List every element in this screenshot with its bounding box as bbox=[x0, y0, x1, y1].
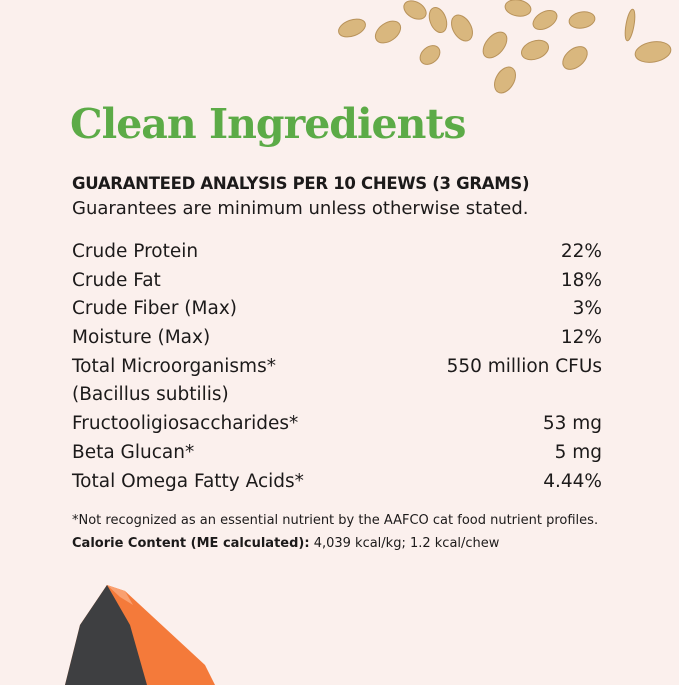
row-value: 5 mg bbox=[554, 441, 602, 463]
row-label: Total Microorganisms* bbox=[72, 355, 276, 377]
row-label: Moisture (Max) bbox=[72, 327, 211, 349]
row-label: Beta Glucan* bbox=[72, 441, 195, 463]
row-value: 18% bbox=[560, 269, 602, 291]
salmon-image bbox=[65, 585, 215, 685]
calorie-value: 4,039 kcal/kg; 1.2 kcal/chew bbox=[309, 536, 500, 551]
table-row: Total Omega Fatty Acids* 4.44% bbox=[72, 468, 602, 497]
table-row: Fructooligiosaccharides* 53 mg bbox=[72, 410, 602, 439]
analysis-table: Crude Protein 22% Crude Fat 18% Crude Fibe… bbox=[72, 238, 602, 496]
row-value: 22% bbox=[560, 241, 602, 262]
row-label: Crude Fat bbox=[72, 269, 161, 291]
row-label: Total Omega Fatty Acids* bbox=[72, 470, 304, 492]
oats-image bbox=[338, 0, 672, 94]
calorie-content: Calorie Content (ME calculated): 4,039 k… bbox=[72, 536, 499, 551]
table-row: Total Microorganisms* 550 million CFUs bbox=[72, 353, 602, 382]
row-value: 3% bbox=[572, 298, 602, 320]
row-value: 550 million CFUs bbox=[446, 355, 602, 377]
row-label: Fructooligiosaccharides* bbox=[72, 413, 299, 435]
row-label: Crude Fiber (Max) bbox=[72, 298, 237, 320]
table-row: Crude Protein 22% bbox=[72, 238, 602, 267]
row-value: 12% bbox=[560, 327, 602, 349]
analysis-heading: GUARANTEED ANALYSIS PER 10 CHEWS (3 GRAM… bbox=[72, 174, 530, 193]
row-value: 4.44% bbox=[543, 470, 602, 492]
page-title: Clean Ingredients bbox=[70, 100, 466, 148]
calorie-label: Calorie Content (ME calculated): bbox=[72, 536, 310, 551]
row-value: 53 mg bbox=[542, 413, 602, 435]
table-row: Crude Fiber (Max) 3% bbox=[72, 295, 602, 324]
table-row: Moisture (Max) 12% bbox=[72, 324, 602, 353]
table-row: (Bacillus subtilis) bbox=[72, 381, 602, 410]
row-label: Crude Protein bbox=[72, 241, 199, 262]
row-label: (Bacillus subtilis) bbox=[72, 384, 229, 406]
table-row: Beta Glucan* 5 mg bbox=[72, 439, 602, 468]
table-row: Crude Fat 18% bbox=[72, 267, 602, 296]
analysis-subheading: Guarantees are minimum unless otherwise … bbox=[72, 198, 529, 219]
footnote: *Not recognized as an essential nutrient… bbox=[72, 513, 599, 528]
